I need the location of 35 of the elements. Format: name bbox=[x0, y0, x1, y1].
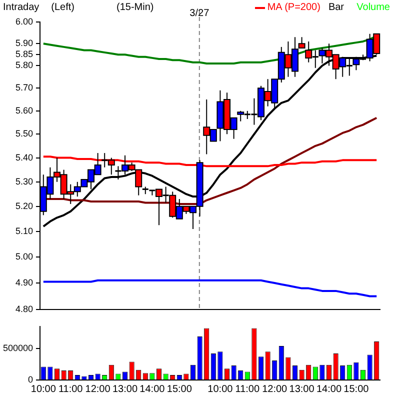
y-tick-label: 5.00 bbox=[15, 251, 33, 262]
y-tick-label: 5.20 bbox=[15, 200, 33, 211]
x-tick-label: 13:00 bbox=[112, 384, 138, 395]
chart-title: (15-Min) bbox=[116, 2, 154, 13]
y-tick-label: 5.30 bbox=[15, 176, 33, 186]
y-tick-label: 5.40 bbox=[15, 152, 33, 162]
y-tick-label: 0 bbox=[28, 374, 33, 384]
y-tick-label: 5.80 bbox=[15, 60, 33, 70]
y-tick-label: 4.80 bbox=[15, 304, 33, 314]
x-tick-label: 14:00 bbox=[316, 384, 342, 395]
text: (Left) bbox=[51, 2, 74, 13]
legend-label: MA (P=200) bbox=[267, 2, 320, 13]
x-tick-label: 11:00 bbox=[235, 384, 260, 395]
x-tick-label: 14:00 bbox=[140, 384, 166, 395]
y-tick-label: 4.90 bbox=[15, 278, 33, 288]
y-tick-label: 5.60 bbox=[15, 105, 33, 116]
y-tick-label: 5.90 bbox=[15, 38, 33, 48]
x-tick-label: 15:00 bbox=[344, 384, 370, 395]
y-tick-label: 500000 bbox=[2, 342, 33, 353]
x-tick-label: 11:00 bbox=[58, 384, 84, 395]
y-tick-label: 5.70 bbox=[15, 82, 33, 93]
x-tick-label: 10:00 bbox=[208, 384, 234, 395]
x-tick-label: 12:00 bbox=[262, 384, 288, 395]
text: Intraday bbox=[3, 2, 40, 13]
y-tick-label: 5.10 bbox=[15, 226, 33, 236]
text: Bar bbox=[328, 2, 344, 13]
text: 3/27 bbox=[190, 8, 210, 19]
x-tick-label: 13:00 bbox=[289, 384, 315, 395]
x-tick-label: 10:00 bbox=[30, 384, 56, 395]
y-tick-label: 6.00 bbox=[15, 16, 33, 26]
text: Volume bbox=[356, 2, 390, 13]
y-tick-label: 5.50 bbox=[15, 128, 33, 139]
x-tick-label: 15:00 bbox=[166, 384, 192, 395]
y-tick-label: 5.85 bbox=[15, 49, 33, 60]
x-tick-label: 12:00 bbox=[85, 384, 111, 395]
